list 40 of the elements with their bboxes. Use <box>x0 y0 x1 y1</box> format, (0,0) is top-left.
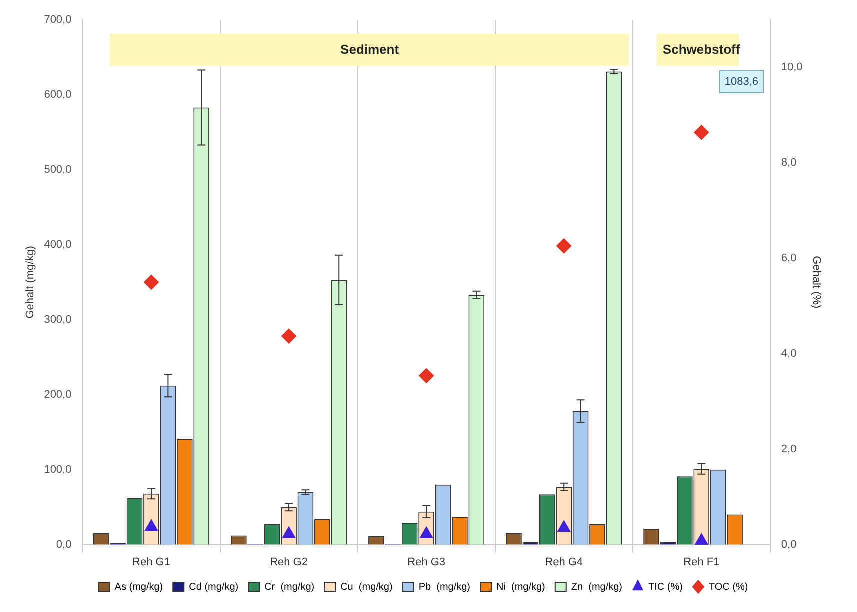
y2-tick-label: 4,0 <box>781 348 797 360</box>
point <box>556 238 572 254</box>
legend-label: Cr (mg/kg) <box>264 582 315 593</box>
y-tick-label: 500,0 <box>44 164 72 176</box>
point <box>419 368 434 384</box>
x-tick-label: Reh G3 <box>408 556 446 568</box>
x-tick-label: Reh G2 <box>270 556 308 568</box>
legend-label: Zn (mg/kg) <box>571 582 623 593</box>
x-tick-label: Reh G1 <box>132 556 170 568</box>
point <box>282 328 297 344</box>
legend-label: Cd (mg/kg) <box>189 582 239 593</box>
y-tick-label: 100,0 <box>44 464 72 476</box>
legend-label: As (mg/kg) <box>114 582 164 593</box>
y-tick-label: 700,0 <box>44 14 72 26</box>
y-tick-label: 200,0 <box>44 388 72 401</box>
legend-label: TOC (%) <box>708 582 748 593</box>
y2-tick-label: 0,0 <box>781 538 797 551</box>
legend-label: Ni (mg/kg) <box>496 582 546 593</box>
label-box: Schwebstoff <box>656 34 740 66</box>
label-box: Sediment <box>110 34 630 66</box>
point <box>695 533 708 545</box>
x-tick-label: Reh F1 <box>684 556 720 568</box>
point <box>558 520 571 532</box>
legend-label: Cu (mg/kg) <box>340 582 393 593</box>
y2-axis-title: Gehalt (%) <box>810 256 822 309</box>
text: 1083,6 <box>724 76 759 88</box>
y-tick-label: 600,0 <box>44 89 72 102</box>
legend-label: TIC (%) <box>648 582 683 593</box>
y-tick-label: 400,0 <box>44 238 72 251</box>
y2-tick-label: 6,0 <box>781 252 797 265</box>
y2-tick-label: 8,0 <box>781 157 797 170</box>
point <box>694 125 710 140</box>
legend-label: Pb (mg/kg) <box>418 582 471 593</box>
y-tick-label: 300,0 <box>44 314 72 326</box>
y-axis-title: Gehalt (mg/kg) <box>24 246 37 319</box>
y2-tick-label: 10,0 <box>781 62 803 74</box>
x-tick-label: Reh G4 <box>545 556 584 568</box>
y2-tick-label: 2,0 <box>781 443 797 456</box>
point <box>144 274 159 290</box>
y-tick-label: 0,0 <box>56 538 72 551</box>
